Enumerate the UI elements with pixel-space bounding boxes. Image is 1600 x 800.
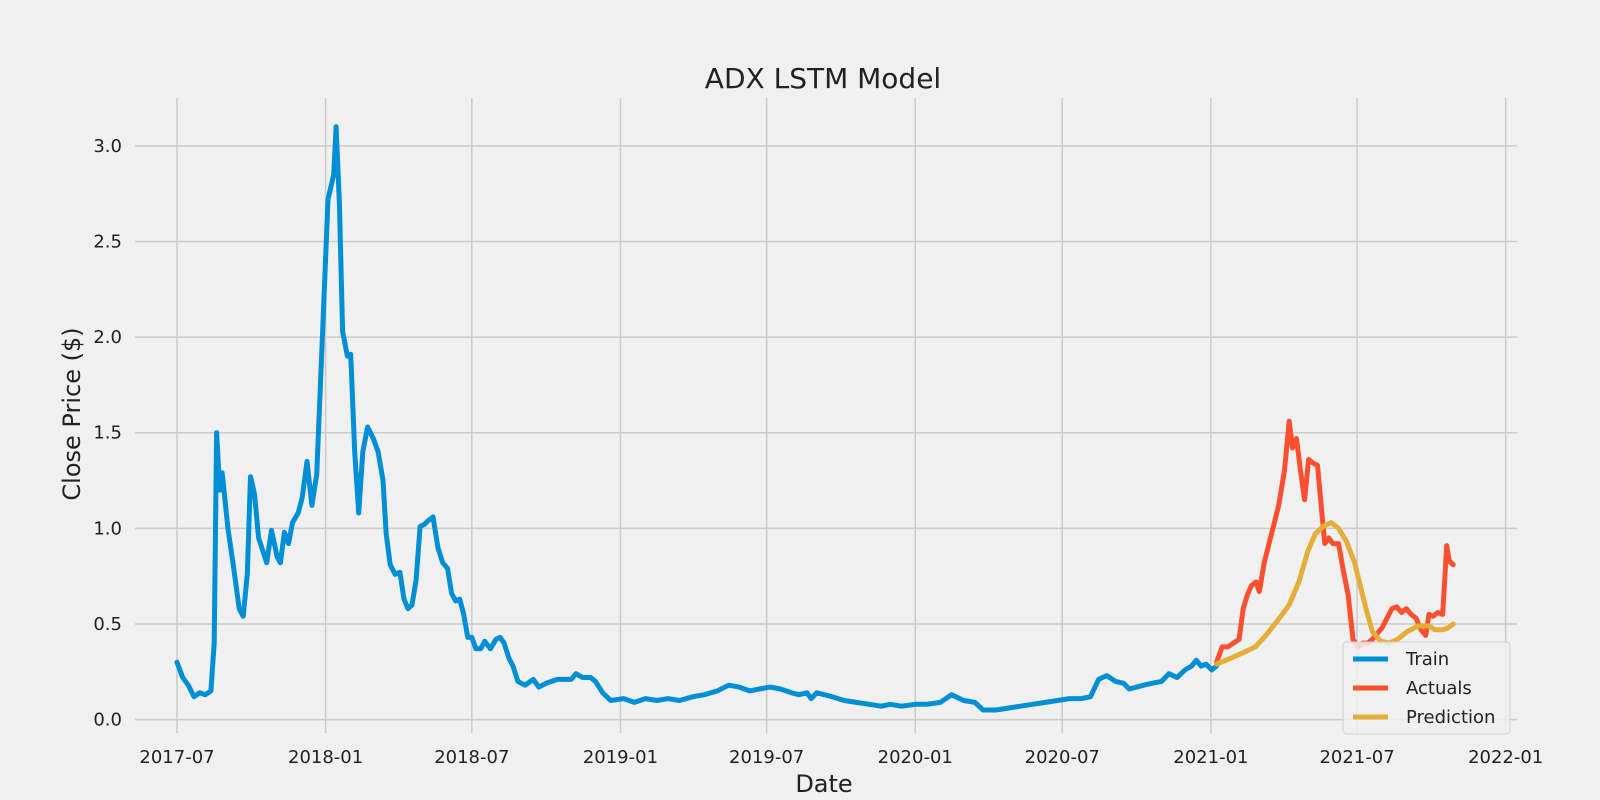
- series-line-prediction: [1214, 520, 1456, 667]
- x-tick-label: 2019-07: [729, 747, 804, 768]
- y-tick-label: 3.0: [93, 136, 122, 157]
- x-tick-label: 2021-07: [1319, 747, 1394, 768]
- x-tick-label: 2022-01: [1468, 747, 1543, 768]
- y-axis-title: Close Price ($): [58, 327, 86, 500]
- x-tick-label: 2020-07: [1025, 747, 1100, 768]
- y-tick-label: 1.0: [93, 518, 122, 539]
- tick-labels: 2017-07 2018-01 2018-07 2019-01 2019-07 2020-…: [93, 136, 1543, 768]
- legend-label: Actuals: [1406, 678, 1472, 699]
- legend: Train Actuals Prediction: [1342, 641, 1511, 735]
- y-tick-label: 0.5: [93, 614, 122, 635]
- series-line-actuals: [1214, 418, 1456, 665]
- y-tick-label: 0.0: [93, 710, 122, 731]
- y-tick-label: 2.0: [93, 327, 122, 348]
- x-tick-label: 2019-01: [583, 747, 658, 768]
- y-tick-label: 1.5: [93, 423, 122, 444]
- x-axis-title: Date: [795, 770, 852, 798]
- chart-title: ADX LSTM Model: [705, 62, 941, 95]
- legend-label: Train: [1405, 649, 1449, 670]
- series-lines: [174, 124, 1456, 713]
- grid-lines: [135, 98, 1517, 733]
- y-tick-label: 2.5: [93, 231, 122, 252]
- x-tick-label: 2018-01: [288, 747, 363, 768]
- series-line-train: [174, 124, 1219, 713]
- legend-box: [1342, 641, 1511, 735]
- x-tick-label: 2020-01: [878, 747, 953, 768]
- x-tick-label: 2017-07: [139, 747, 214, 768]
- legend-label: Prediction: [1406, 707, 1495, 728]
- x-tick-label: 2021-01: [1173, 747, 1248, 768]
- x-tick-label: 2018-07: [434, 747, 509, 768]
